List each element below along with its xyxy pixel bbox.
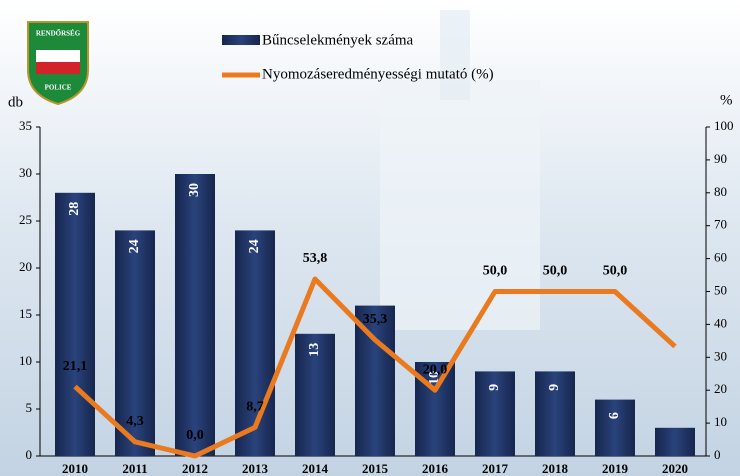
y-axis-label: db	[8, 94, 23, 110]
bar-value-label: 30	[187, 183, 202, 197]
logo-text: POLICE	[45, 84, 72, 92]
page: RENDŐRSÉG POLICE Bűncselekmények száma N…	[0, 0, 740, 476]
y-tick-label: 10	[19, 353, 32, 368]
x-tick-label: 2014	[302, 461, 329, 476]
bar	[595, 400, 635, 456]
bar-value-label: 24	[247, 239, 262, 253]
x-tick-label: 2013	[242, 461, 269, 476]
line-value-label: 53,8	[303, 251, 328, 266]
logo-stripe	[36, 62, 80, 74]
line-value-label: 35,3	[363, 312, 388, 327]
x-tick-label: 2012	[182, 461, 208, 476]
line-value-label: 50,0	[483, 264, 508, 279]
line-value-label: 4,3	[126, 414, 144, 429]
y2-tick-label: 70	[714, 217, 727, 232]
y2-tick-label: 100	[714, 118, 734, 133]
x-tick-label: 2011	[122, 461, 147, 476]
bar-value-label: 24	[127, 239, 142, 253]
y-tick-label: 30	[19, 165, 32, 180]
bar	[55, 193, 95, 456]
chart: RENDŐRSÉG POLICE Bűncselekmények száma N…	[0, 0, 740, 476]
tower-decoration	[440, 10, 470, 100]
line-value-label: 20,0	[423, 362, 448, 377]
x-tick-label: 2019	[602, 461, 629, 476]
line-value-label: 0,0	[186, 428, 204, 443]
y2-tick-label: 50	[714, 282, 727, 297]
line-value-label: 21,1	[63, 359, 88, 374]
bar-value-label: 6	[607, 412, 622, 419]
x-tick-label: 2016	[422, 461, 449, 476]
bar	[175, 174, 215, 456]
y-tick-label: 15	[19, 306, 32, 321]
y2-tick-label: 80	[714, 184, 727, 199]
line-value-label: 50,0	[603, 264, 628, 279]
bar-value-label: 9	[487, 384, 502, 391]
y2-tick-label: 10	[714, 414, 727, 429]
x-tick-label: 2020	[662, 461, 688, 476]
legend-label: Bűncselekmények száma	[262, 32, 414, 48]
line-value-label: 8,7	[246, 400, 264, 415]
y-tick-label: 5	[26, 400, 33, 415]
x-tick-label: 2015	[362, 461, 389, 476]
y2-tick-label: 30	[714, 348, 727, 363]
x-tick-label: 2010	[62, 461, 88, 476]
y2-tick-label: 90	[714, 151, 727, 166]
y2-axis-label: %	[720, 92, 733, 108]
y2-tick-label: 20	[714, 381, 727, 396]
bar	[655, 428, 695, 456]
x-tick-label: 2018	[542, 461, 569, 476]
y-tick-label: 0	[26, 447, 33, 462]
y2-tick-label: 60	[714, 250, 727, 265]
y2-tick-label: 40	[714, 315, 727, 330]
logo: RENDŐRSÉG POLICE	[28, 22, 88, 104]
line-value-label: 50,0	[543, 264, 568, 279]
logo-stripe	[36, 50, 80, 62]
x-tick-label: 2017	[482, 461, 509, 476]
legend-swatch	[222, 35, 260, 45]
bar-value-label: 9	[547, 384, 562, 391]
legend-label: Nyomozáseredményességi mutató (%)	[262, 66, 494, 82]
y-tick-label: 25	[19, 212, 32, 227]
logo-text: RENDŐRSÉG	[36, 30, 81, 38]
y2-tick-label: 0	[714, 447, 721, 462]
bar-value-label: 28	[67, 202, 82, 216]
y-tick-label: 35	[19, 118, 32, 133]
bar-value-label: 13	[307, 343, 322, 357]
y-tick-label: 20	[19, 259, 32, 274]
